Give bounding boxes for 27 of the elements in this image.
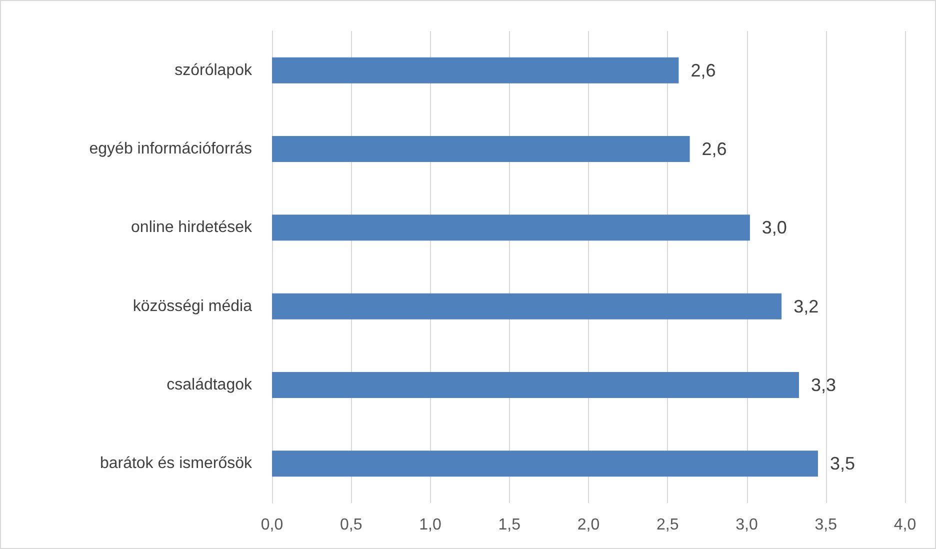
x-tick-label: 3,5 bbox=[814, 516, 838, 534]
x-tick-label: 0,0 bbox=[260, 516, 284, 534]
x-tick-label: 2,5 bbox=[656, 516, 679, 534]
data-label: 3,3 bbox=[810, 375, 836, 395]
bar bbox=[272, 214, 750, 241]
x-tick-label: 1,5 bbox=[498, 516, 521, 534]
bar bbox=[272, 136, 690, 162]
x-tick-label: 1,0 bbox=[419, 516, 442, 534]
data-label: 2,6 bbox=[702, 139, 727, 159]
data-label: 2,6 bbox=[690, 60, 716, 80]
y-tick-label: közösségi média bbox=[132, 298, 252, 315]
bar bbox=[272, 450, 818, 477]
x-tick-label: 2,0 bbox=[577, 516, 600, 534]
y-tick-label: online hirdetések bbox=[131, 219, 253, 236]
bar bbox=[272, 372, 799, 398]
data-label: 3,5 bbox=[830, 454, 855, 474]
y-tick-label: barátok és ismerősök bbox=[100, 455, 253, 472]
x-tick-label: 0,5 bbox=[340, 516, 362, 534]
bar bbox=[272, 57, 679, 84]
data-label: 3,0 bbox=[762, 218, 787, 238]
y-tick-label: szórólapok bbox=[174, 62, 253, 79]
y-tick-label: egyéb információforrás bbox=[89, 140, 252, 158]
x-tick-label: 3,0 bbox=[736, 516, 758, 534]
x-tick-label: 4,0 bbox=[894, 516, 916, 534]
data-label: 3,2 bbox=[794, 296, 819, 316]
bar bbox=[272, 293, 782, 320]
y-tick-label: családtagok bbox=[166, 376, 253, 394]
